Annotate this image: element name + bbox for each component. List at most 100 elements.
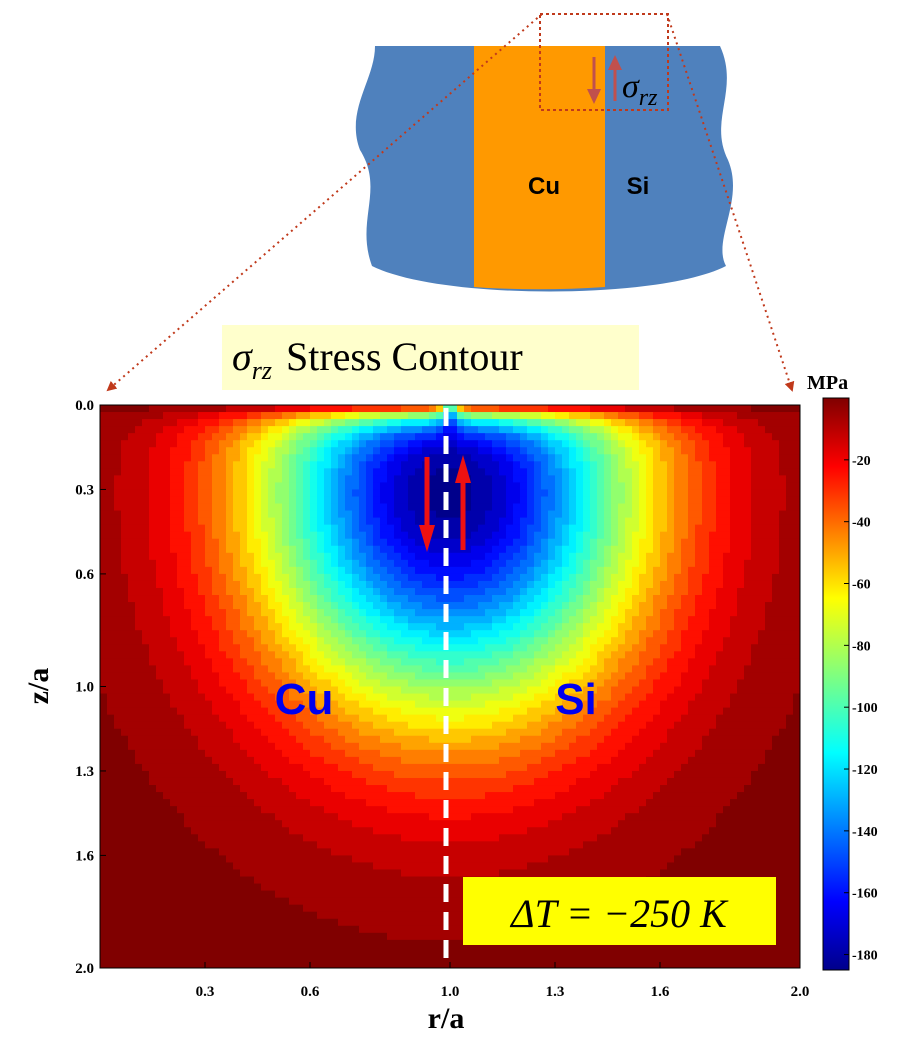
heatmap-cell — [394, 742, 402, 751]
heatmap-cell — [394, 862, 402, 871]
heatmap-cell — [156, 616, 164, 624]
heatmap-cell — [268, 503, 276, 512]
heatmap-cell — [499, 566, 507, 575]
heatmap-cell — [471, 503, 479, 512]
heatmap-cell — [310, 665, 318, 674]
shear-arrowhead-up — [608, 55, 622, 70]
heatmap-cell — [114, 545, 122, 554]
heatmap-cell — [380, 904, 388, 913]
heatmap-cell — [135, 876, 143, 885]
heatmap-cell — [268, 658, 276, 666]
heatmap-cell — [114, 433, 122, 441]
heatmap-cell — [282, 925, 290, 934]
heatmap-cell — [338, 573, 346, 582]
heatmap-cell — [226, 960, 234, 968]
heatmap-cell — [471, 658, 479, 666]
heatmap-cell — [373, 580, 381, 589]
heatmap-cell — [464, 763, 472, 772]
heatmap-cell — [107, 869, 115, 878]
heatmap-cell — [492, 763, 500, 772]
heatmap-cell — [100, 749, 108, 758]
heatmap-cell — [338, 644, 346, 652]
heatmap-cell — [163, 609, 171, 617]
heatmap-cell — [324, 749, 332, 758]
heatmap-cell — [352, 679, 360, 688]
heatmap-cell — [527, 412, 535, 420]
heatmap-cell — [296, 960, 304, 968]
heatmap-cell — [121, 721, 129, 730]
heatmap-cell — [513, 813, 521, 821]
heatmap-cell — [422, 433, 430, 441]
heatmap-cell — [212, 904, 220, 913]
heatmap-cell — [135, 777, 143, 786]
heatmap-cell — [219, 714, 227, 723]
heatmap-cell — [163, 595, 171, 603]
heatmap-cell — [471, 756, 479, 765]
heatmap-cell — [198, 918, 206, 927]
heatmap-cell — [464, 531, 472, 540]
heatmap-cell — [394, 890, 402, 899]
heatmap-cell — [436, 700, 444, 709]
heatmap-cell — [359, 623, 367, 631]
heatmap-cell — [331, 827, 339, 835]
heatmap-cell — [254, 897, 262, 906]
heatmap-cell — [338, 939, 346, 948]
heatmap-cell — [100, 721, 108, 730]
heatmap-cell — [135, 426, 143, 434]
heatmap-cell — [282, 545, 290, 554]
heatmap-cell — [359, 806, 367, 814]
heatmap-cell — [282, 440, 290, 448]
heatmap-cell — [457, 813, 465, 821]
heatmap-cell — [331, 510, 339, 519]
heatmap-cell — [387, 552, 395, 561]
heatmap-cell — [366, 609, 374, 617]
heatmap-cell — [352, 545, 360, 554]
heatmap-cell — [408, 728, 416, 737]
heatmap-cell — [247, 946, 255, 955]
heatmap-cell — [422, 707, 430, 716]
heatmap-cell — [212, 792, 220, 800]
heatmap-cell — [261, 679, 269, 688]
heatmap-cell — [331, 735, 339, 744]
heatmap-cell — [331, 806, 339, 814]
heatmap-cell — [380, 559, 388, 568]
heatmap-cell — [408, 552, 416, 561]
heatmap-cell — [331, 405, 339, 413]
heatmap-cell — [520, 728, 528, 737]
heatmap-cell — [401, 475, 409, 484]
heatmap-cell — [380, 820, 388, 828]
heatmap-cell — [401, 489, 409, 498]
heatmap-cell — [527, 953, 535, 962]
heatmap-cell — [415, 440, 423, 448]
heatmap-cell — [261, 700, 269, 709]
heatmap-cell — [478, 524, 486, 533]
heatmap-cell — [429, 904, 437, 913]
heatmap-cell — [212, 911, 220, 920]
heatmap-cell — [268, 911, 276, 920]
heatmap-cell — [450, 827, 458, 835]
heatmap-cell — [527, 721, 535, 730]
heatmap-cell — [401, 658, 409, 666]
heatmap-cell — [296, 728, 304, 737]
heatmap-cell — [324, 489, 332, 498]
heatmap-cell — [268, 777, 276, 786]
heatmap-cell — [352, 573, 360, 582]
heatmap-cell — [135, 785, 143, 793]
heatmap-cell — [275, 693, 283, 702]
heatmap-cell — [352, 890, 360, 899]
heatmap-cell — [338, 721, 346, 730]
heatmap-cell — [464, 587, 472, 596]
heatmap-cell — [499, 517, 507, 526]
heatmap-cell — [478, 545, 486, 554]
heatmap-cell — [149, 707, 157, 716]
heatmap-cell — [338, 559, 346, 568]
heatmap-cell — [408, 756, 416, 765]
heatmap-cell — [373, 869, 381, 878]
heatmap-cell — [464, 806, 472, 814]
heatmap-cell — [135, 820, 143, 828]
heatmap-cell — [107, 630, 115, 638]
heatmap-cell — [233, 946, 241, 955]
heatmap-cell — [289, 552, 297, 561]
heatmap-cell — [478, 785, 486, 793]
heatmap-cell — [310, 587, 318, 596]
